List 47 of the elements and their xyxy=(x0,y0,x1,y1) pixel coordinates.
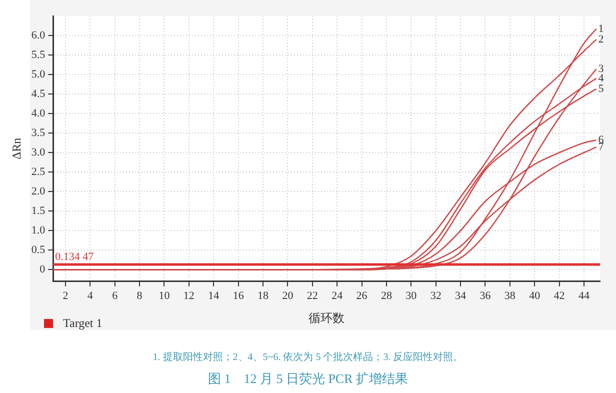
x-tick-label: 4 xyxy=(87,290,94,302)
legend-title: Target 1 xyxy=(63,316,102,331)
x-tick-label: 44 xyxy=(578,290,590,302)
x-tick-label: 14 xyxy=(208,290,220,302)
series-label: 3 xyxy=(598,62,604,75)
ref-line-label: 0.134 47 xyxy=(55,250,94,263)
x-tick-label: 10 xyxy=(158,290,170,302)
x-tick-label: 16 xyxy=(232,290,244,302)
x-tick-label: 24 xyxy=(332,290,344,302)
x-tick-label: 8 xyxy=(136,290,143,302)
y-tick-label: 4.5 xyxy=(31,88,46,100)
x-tick-label: 42 xyxy=(554,290,565,302)
x-tick-label: 6 xyxy=(112,290,118,302)
y-tick-label: 2.5 xyxy=(31,166,46,178)
y-tick-label: 0.5 xyxy=(31,244,46,256)
x-tick-label: 28 xyxy=(380,290,392,302)
x-tick-label: 34 xyxy=(455,290,467,302)
x-tick-label: 2 xyxy=(62,290,68,302)
x-tick-label: 30 xyxy=(406,290,418,302)
series-label: 4 xyxy=(598,72,604,84)
y-tick-label: 5.0 xyxy=(31,68,46,80)
series-label: 1 xyxy=(598,22,604,35)
y-axis-title: ΔRn xyxy=(9,138,24,160)
series-label: 5 xyxy=(598,82,604,95)
x-tick-label: 26 xyxy=(356,290,368,302)
y-tick-label: 1.0 xyxy=(31,224,46,237)
x-tick-label: 40 xyxy=(529,290,541,302)
x-tick-label: 12 xyxy=(183,290,194,302)
series-label: 2 xyxy=(598,33,604,46)
y-tick-label: 5.5 xyxy=(31,48,46,61)
y-tick-label: 4.0 xyxy=(31,107,46,120)
text: 1. 提取阳性对照；2、4、5~6. 依次为 5 个批次样品；3. 反应阳性对照。 xyxy=(152,350,464,364)
x-axis-title: 循环数 xyxy=(308,310,345,325)
x-tick-label: 18 xyxy=(258,290,269,302)
x-tick-label: 32 xyxy=(430,290,442,302)
x-tick-label: 36 xyxy=(480,290,492,302)
y-tick-label: 1.5 xyxy=(31,205,46,218)
x-tick-label: 38 xyxy=(504,290,516,302)
y-tick-label: 3.0 xyxy=(31,146,46,158)
x-tick-label: 22 xyxy=(306,290,318,302)
series-label: 7 xyxy=(598,141,604,154)
x-tick-label: 20 xyxy=(282,290,294,302)
text: 图 1 12 月 5 日荧光 PCR 扩增结果 xyxy=(206,370,410,388)
y-tick-label: 6.0 xyxy=(31,29,46,42)
y-tick-label: 0 xyxy=(40,264,46,276)
y-tick-label: 3.5 xyxy=(31,126,46,139)
y-tick-label: 2.0 xyxy=(31,186,46,198)
